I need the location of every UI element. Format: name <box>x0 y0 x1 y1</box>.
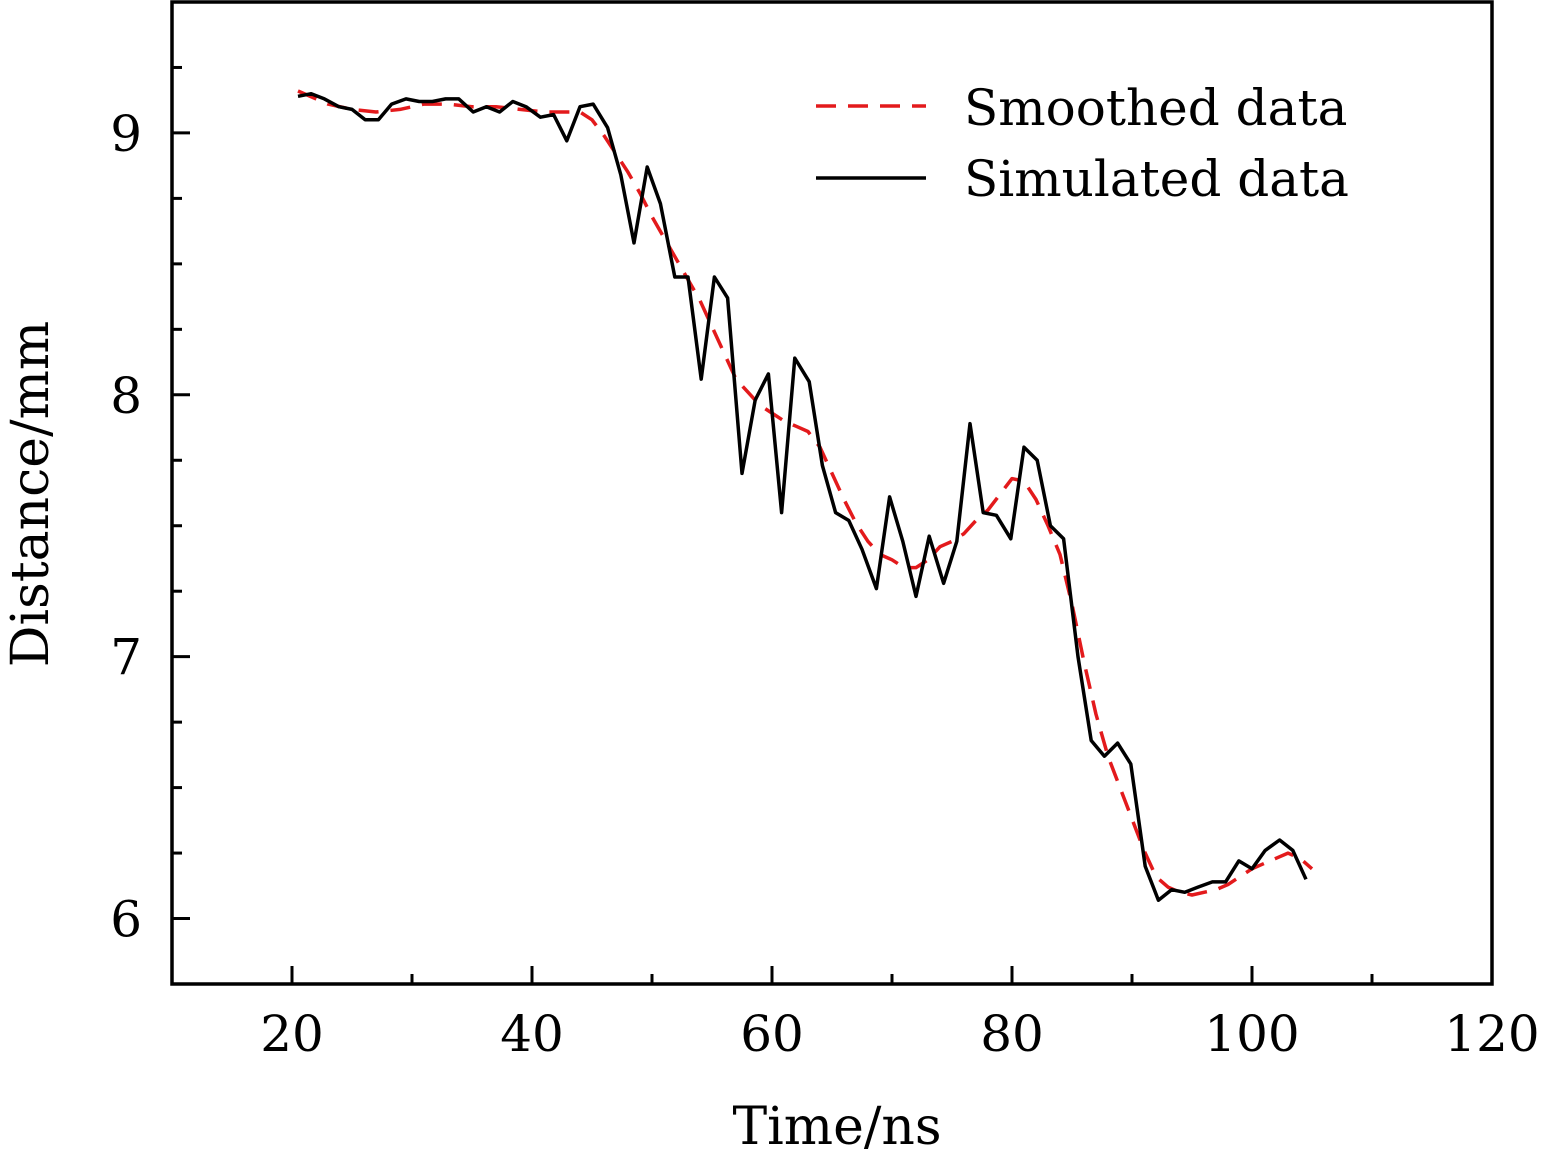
x-axis-title: Time/ns <box>732 1097 941 1157</box>
x-tick-label: 20 <box>260 1005 324 1063</box>
legend-label-smoothed: Smoothed data <box>964 79 1347 137</box>
y-axis-title: Distance/mm <box>1 321 61 667</box>
y-tick-label: 9 <box>110 105 142 163</box>
legend: Smoothed data Simulated data <box>816 79 1349 208</box>
series-group <box>297 89 1314 902</box>
series-line-smoothed <box>297 89 1314 897</box>
x-tick-label: 120 <box>1444 1005 1539 1063</box>
series-line-simulated <box>297 91 1308 902</box>
x-tick-label: 80 <box>980 1005 1044 1063</box>
y-tick-label: 6 <box>110 891 142 949</box>
y-tick-label: 7 <box>110 629 142 687</box>
plot-frame <box>170 0 1494 986</box>
x-tick-label: 100 <box>1204 1005 1299 1063</box>
axis-ticks <box>172 65 1494 984</box>
axis-tick-labels: 20 40 60 80 100 120 6 7 8 9 <box>110 105 1540 1063</box>
y-tick-label: 8 <box>110 367 142 425</box>
legend-label-simulated: Simulated data <box>964 150 1349 208</box>
x-tick-label: 40 <box>500 1005 564 1063</box>
x-tick-label: 60 <box>740 1005 804 1063</box>
